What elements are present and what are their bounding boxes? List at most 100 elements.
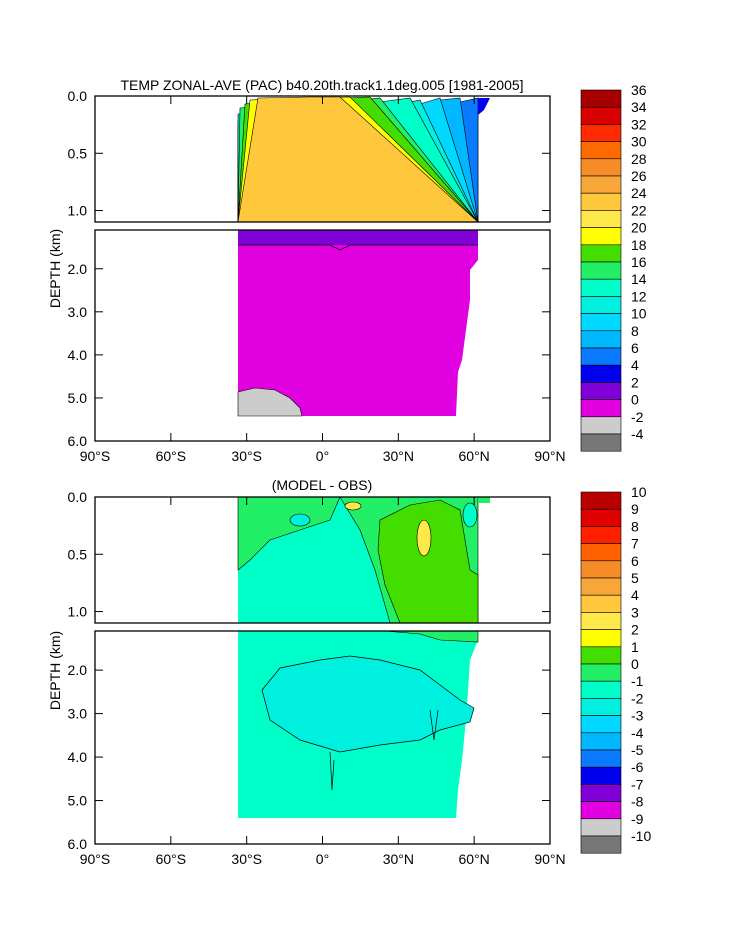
x-tick-label: 0° bbox=[316, 851, 329, 867]
colorbar-label: 8 bbox=[631, 518, 639, 534]
colorbar-swatch bbox=[580, 227, 622, 246]
diff-band bbox=[289, 513, 311, 527]
colorbar-label: -6 bbox=[631, 759, 644, 775]
colorbar-label: 12 bbox=[631, 288, 647, 304]
colorbar-swatch bbox=[580, 715, 622, 734]
y-tick-label: 5.0 bbox=[68, 390, 88, 406]
colorbar-label: 3 bbox=[631, 604, 639, 620]
colorbar-label: 4 bbox=[631, 587, 639, 603]
band-2-4 bbox=[238, 230, 478, 245]
colorbar-label: 28 bbox=[631, 151, 647, 167]
colorbar-swatch bbox=[580, 663, 622, 682]
colorbar-swatch bbox=[580, 526, 622, 544]
colorbar-label: 26 bbox=[631, 168, 647, 184]
contour bbox=[238, 244, 478, 251]
colorbar-label: -10 bbox=[631, 828, 651, 844]
x-tick-label: 30°N bbox=[383, 851, 414, 867]
diff-band bbox=[377, 499, 479, 624]
colorbar-label: 0 bbox=[631, 392, 639, 408]
axes-1: 0.0 0.5 1.0 2.0 3.0 4.0 5.0 6.090°S 60°S 30°S 0° 30… bbox=[47, 88, 566, 464]
colorbar-label: 20 bbox=[631, 220, 647, 236]
x-tick-label: 90°N bbox=[534, 851, 565, 867]
colorbar-swatch bbox=[580, 818, 622, 837]
diff-field bbox=[237, 496, 490, 818]
y-tick-label: 1.0 bbox=[68, 604, 88, 620]
colorbar-swatch bbox=[580, 433, 622, 452]
colorbar-label: 6 bbox=[631, 340, 639, 356]
colorbar-label: -7 bbox=[631, 776, 644, 792]
colorbar-label: -8 bbox=[631, 794, 644, 810]
colorbar-swatch bbox=[580, 560, 622, 579]
y-tick-label: 3.0 bbox=[68, 706, 88, 722]
x-tick-label: 30°N bbox=[383, 448, 414, 464]
diff-band bbox=[462, 502, 478, 528]
colorbar-label: 32 bbox=[631, 116, 647, 132]
colorbar-label: -5 bbox=[631, 742, 644, 758]
colorbar-label: 14 bbox=[631, 271, 647, 287]
y-tick-label: 6.0 bbox=[68, 836, 88, 852]
y-tick-label: 6.0 bbox=[68, 433, 88, 449]
x-tick-label: 30°S bbox=[231, 851, 262, 867]
colorbar-label: 2 bbox=[631, 622, 639, 638]
colorbar-swatch bbox=[580, 732, 622, 751]
y-tick-label: 3.0 bbox=[68, 304, 88, 320]
colorbar-label: -2 bbox=[631, 690, 644, 706]
colorbar-label: 5 bbox=[631, 570, 639, 586]
y-tick-label: 2.0 bbox=[68, 261, 88, 277]
colorbar-swatch bbox=[580, 278, 622, 297]
colorbar-swatch bbox=[580, 646, 622, 665]
colorbar-swatch bbox=[580, 491, 622, 510]
y-tick-label: 4.0 bbox=[68, 749, 88, 765]
y-tick-label: 0.0 bbox=[68, 489, 88, 505]
colorbar-swatch bbox=[580, 766, 622, 785]
colorbar-label: 10 bbox=[631, 306, 647, 322]
colorbar-swatch bbox=[580, 330, 622, 349]
y-tick-label: 0.0 bbox=[68, 88, 88, 104]
temp-band bbox=[478, 98, 490, 115]
colorbar-swatch bbox=[580, 399, 622, 418]
chart-title-2: (MODEL - OBS) bbox=[272, 477, 373, 493]
colorbar-swatch bbox=[580, 313, 622, 332]
colorbar-label: 4 bbox=[631, 357, 639, 373]
x-tick-label: 90°S bbox=[80, 448, 111, 464]
colorbar-swatch bbox=[580, 296, 622, 314]
chart-title-1: TEMP ZONAL-AVE (PAC) b40.20th.track1.1de… bbox=[120, 77, 523, 93]
diff-band bbox=[344, 501, 362, 511]
colorbar-label: 9 bbox=[631, 501, 639, 517]
colorbar-label: 8 bbox=[631, 323, 639, 339]
colorbar-swatch bbox=[580, 192, 622, 211]
colorbar-swatch bbox=[580, 382, 622, 400]
colorbar-label: 34 bbox=[631, 99, 647, 115]
colorbar-label: -4 bbox=[631, 725, 644, 741]
diff-band bbox=[478, 497, 490, 503]
colorbar-label: 22 bbox=[631, 202, 647, 218]
temp-field bbox=[237, 96, 490, 417]
colorbar-label: -2 bbox=[631, 409, 644, 425]
x-tick-label: 60°S bbox=[156, 851, 187, 867]
colorbar-swatch bbox=[580, 124, 622, 142]
y-axis-label: DEPTH (km) bbox=[47, 229, 63, 308]
colorbar-label: 1 bbox=[631, 639, 639, 655]
y-axis-label: DEPTH (km) bbox=[47, 631, 63, 710]
colorbar-swatch bbox=[580, 835, 622, 854]
x-tick-label: 60°N bbox=[459, 448, 490, 464]
colorbar-swatch bbox=[580, 141, 622, 160]
colorbar-label: 16 bbox=[631, 254, 647, 270]
colorbar-swatch bbox=[580, 749, 622, 768]
colorbar-label: -1 bbox=[631, 673, 644, 689]
colorbar-label: -4 bbox=[631, 426, 644, 442]
colorbar-label: 30 bbox=[631, 134, 647, 150]
colorbar-swatch bbox=[580, 612, 622, 630]
colorbar-label: 10 bbox=[631, 484, 647, 500]
colorbar-swatch bbox=[580, 577, 622, 596]
colorbar-label: 7 bbox=[631, 536, 639, 552]
colorbar-label: 2 bbox=[631, 374, 639, 390]
colorbar-label: 6 bbox=[631, 553, 639, 569]
axes-2: 0.0 0.5 1.0 2.0 3.0 4.0 5.0 6.090°S 60°S 30°S 0° 30… bbox=[47, 489, 566, 867]
colorbar-label: -9 bbox=[631, 811, 644, 827]
y-tick-label: 4.0 bbox=[68, 347, 88, 363]
colorbar-swatch bbox=[580, 698, 622, 716]
